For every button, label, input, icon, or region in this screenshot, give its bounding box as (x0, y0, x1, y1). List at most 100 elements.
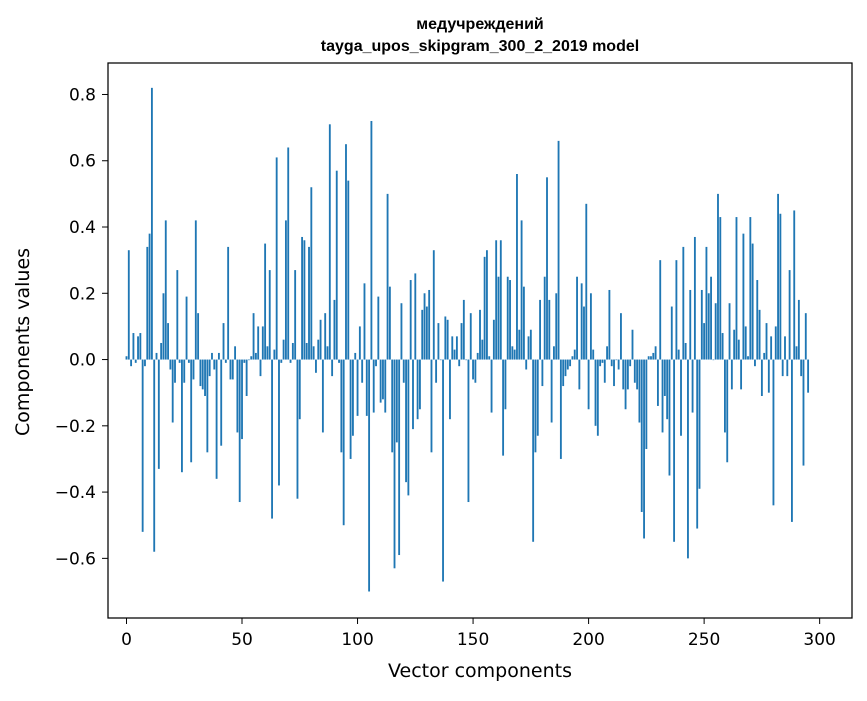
chart-title: медучреждений (416, 16, 543, 33)
bar-component-295 (807, 359, 810, 393)
bar-component-271 (751, 243, 754, 360)
bar-component-3 (132, 333, 135, 360)
bar-component-92 (338, 359, 340, 363)
bar-component-55 (252, 313, 255, 360)
bar-component-41 (220, 359, 223, 446)
bar-component-166 (509, 280, 511, 360)
bar-component-95 (345, 144, 347, 360)
bar-component-31 (197, 313, 200, 360)
bar-component-21 (174, 359, 176, 383)
y-tick-label: 0.2 (69, 284, 96, 304)
bar-component-240 (680, 359, 682, 436)
bar-component-76 (301, 236, 304, 360)
bar-component-1 (127, 250, 130, 360)
bar-component-187 (557, 140, 560, 360)
bar-component-103 (363, 283, 366, 360)
bar-component-165 (506, 276, 509, 360)
bar-component-261 (728, 303, 731, 360)
bar-component-213 (617, 359, 620, 370)
bar-component-186 (555, 293, 558, 360)
bar-component-203 (594, 359, 597, 426)
bar-component-49 (238, 359, 241, 503)
bar-component-62 (268, 270, 271, 360)
bar-component-63 (271, 359, 273, 519)
bar-component-50 (241, 359, 243, 440)
bar-component-108 (375, 359, 377, 367)
bar-component-274 (758, 309, 761, 360)
bar-component-112 (384, 359, 387, 413)
bar-component-65 (275, 157, 278, 360)
bar-component-221 (636, 359, 639, 390)
bar-component-242 (684, 342, 687, 360)
bar-component-72 (291, 342, 294, 360)
bar-component-16 (162, 293, 165, 360)
bar-component-155 (483, 256, 486, 360)
bar-component-34 (204, 359, 206, 396)
bar-component-135 (437, 323, 440, 360)
bar-component-25 (183, 359, 186, 383)
bar-component-284 (781, 359, 784, 377)
bar-component-190 (564, 359, 567, 377)
bar-component-292 (800, 359, 803, 377)
y-tick-label: −0.2 (55, 417, 96, 437)
bar-component-64 (273, 349, 276, 360)
bar-component-137 (442, 359, 444, 582)
x-tick-label: 0 (121, 630, 132, 650)
bar-component-113 (386, 193, 389, 360)
bar-component-13 (155, 352, 158, 360)
bar-component-169 (516, 174, 518, 360)
bar-component-78 (305, 342, 308, 360)
bar-component-266 (740, 359, 743, 390)
bar-component-150 (472, 359, 474, 380)
y-tick-label: 0.6 (69, 152, 96, 172)
bar-component-196 (578, 359, 581, 390)
bar-component-184 (550, 359, 553, 423)
bar-component-275 (760, 359, 763, 396)
bar-component-102 (361, 359, 364, 383)
bar-component-86 (324, 313, 327, 360)
chart-subtitle: tayga_upos_skipgram_300_2_2019 model (321, 38, 639, 55)
x-tick-label: 300 (803, 630, 835, 650)
bar-component-121 (405, 359, 407, 483)
bar-component-160 (495, 240, 498, 360)
bar-component-147 (465, 359, 468, 361)
bar-component-192 (569, 359, 572, 367)
bar-component-96 (347, 180, 350, 360)
bar-component-179 (539, 299, 541, 360)
bar-component-175 (529, 329, 532, 360)
bar-component-10 (148, 233, 151, 360)
bar-component-115 (391, 359, 394, 453)
bar-component-143 (455, 336, 458, 360)
bar-component-48 (236, 359, 239, 433)
bar-component-227 (650, 356, 652, 360)
bar-component-236 (670, 306, 673, 360)
plot-frame (107, 62, 853, 619)
bar-component-209 (608, 289, 611, 360)
x-tick-label: 50 (231, 630, 253, 650)
bar-component-32 (199, 359, 202, 387)
bar-component-94 (342, 359, 345, 526)
bar-component-290 (795, 346, 798, 360)
bar-component-283 (779, 213, 782, 360)
bar-component-66 (278, 359, 280, 486)
bar-component-182 (546, 177, 548, 360)
bar-component-99 (354, 352, 357, 360)
bar-component-250 (703, 323, 706, 360)
bar-component-247 (696, 359, 699, 529)
bar-component-91 (335, 170, 338, 360)
bar-component-234 (666, 359, 669, 420)
bar-component-198 (583, 306, 585, 360)
bar-component-189 (562, 359, 565, 387)
bar-component-185 (553, 346, 555, 360)
bar-component-181 (543, 276, 546, 360)
bar-component-202 (592, 349, 595, 360)
bar-component-280 (772, 359, 775, 506)
bar-component-294 (804, 313, 807, 360)
bar-component-188 (559, 359, 562, 459)
bar-component-277 (765, 323, 768, 360)
y-tick-label: −0.4 (55, 483, 96, 503)
bar-component-285 (784, 336, 786, 360)
bar-component-257 (719, 217, 722, 360)
bar-component-139 (446, 319, 449, 360)
